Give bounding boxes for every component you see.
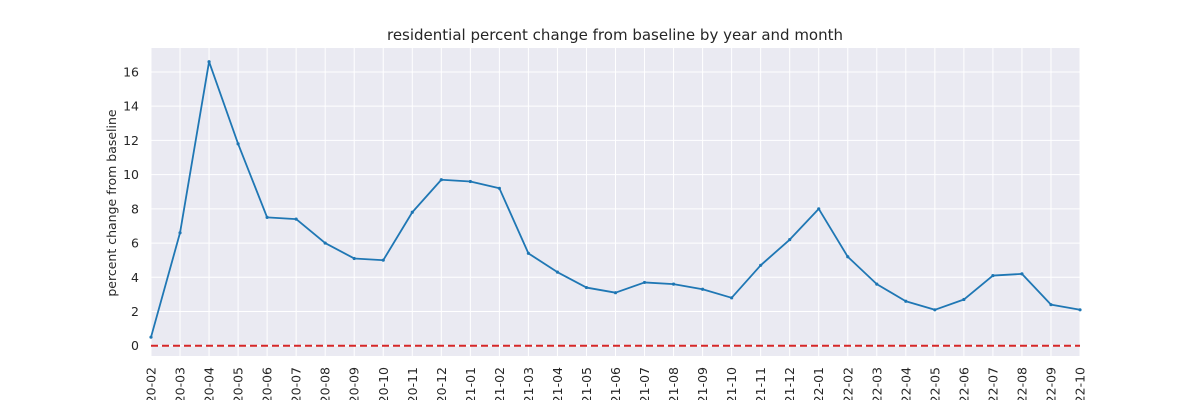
data-point — [323, 241, 327, 245]
x-tick-label: 21-04 — [550, 367, 565, 400]
x-tick-label: 20-12 — [434, 367, 449, 400]
y-tick-label: 8 — [131, 201, 139, 216]
data-point — [846, 255, 850, 259]
data-point — [584, 285, 589, 290]
x-tick-label: 21-09 — [695, 367, 710, 400]
x-axis-ticks: 20-02 20-03 20-04 20-05 20-06 20-07 20-08 20-09… — [144, 367, 1088, 403]
data-point — [468, 179, 472, 184]
data-point — [730, 296, 734, 300]
data-point — [1078, 308, 1082, 312]
data-point — [642, 280, 647, 285]
data-point — [526, 251, 531, 255]
x-tick-label: 21-12 — [782, 367, 797, 400]
x-tick-label: 21-11 — [753, 367, 768, 400]
data-point — [410, 210, 414, 214]
data-point — [875, 282, 879, 286]
x-tick-label: 21-10 — [724, 367, 739, 400]
x-tick-label: 20-09 — [347, 367, 362, 400]
y-tick-label: 2 — [131, 304, 139, 319]
data-point — [439, 178, 443, 182]
y-tick-label: 14 — [123, 99, 139, 114]
x-tick-label: 22-09 — [1043, 367, 1058, 400]
x-tick-label: 22-04 — [898, 367, 913, 400]
x-tick-label: 22-01 — [811, 367, 826, 400]
y-tick-label: 0 — [131, 338, 139, 353]
data-point — [236, 142, 240, 146]
data-point — [700, 287, 705, 291]
series-layer — [149, 60, 1082, 339]
data-point — [265, 215, 269, 219]
data-point — [759, 263, 763, 267]
x-tick-label: 20-04 — [202, 367, 217, 400]
x-tick-label: 20-03 — [173, 367, 188, 400]
data-point — [613, 291, 618, 295]
data-point — [962, 297, 966, 302]
y-tick-label: 6 — [131, 236, 139, 251]
y-tick-label: 4 — [131, 270, 139, 285]
data-point — [1049, 303, 1053, 307]
x-tick-label: 21-08 — [666, 367, 681, 400]
x-tick-label: 21-07 — [637, 367, 652, 400]
y-tick-label: 10 — [123, 167, 139, 182]
data-point — [671, 282, 676, 286]
x-tick-label: 20-02 — [144, 367, 159, 400]
x-tick-label: 20-05 — [231, 367, 246, 400]
y-tick-label: 12 — [123, 133, 139, 148]
data-point — [1020, 272, 1024, 276]
x-tick-label: 20-08 — [318, 367, 333, 400]
x-tick-label: 21-06 — [608, 367, 623, 400]
grid-lines — [150, 48, 1081, 356]
data-point — [294, 217, 298, 221]
data-point — [788, 238, 792, 242]
x-tick-label: 21-05 — [579, 367, 594, 400]
x-tick-label: 21-02 — [492, 367, 507, 400]
x-tick-label: 22-06 — [956, 367, 971, 400]
data-point — [149, 335, 153, 339]
data-point — [497, 186, 501, 190]
x-tick-label: 22-03 — [869, 367, 884, 400]
y-axis-ticks: 0 2 4 6 8 10 12 14 16 — [123, 64, 139, 353]
x-tick-label: 20-07 — [289, 367, 304, 400]
x-tick-label: 20-06 — [260, 367, 275, 400]
x-tick-label: 22-07 — [985, 367, 1000, 400]
y-tick-label: 16 — [123, 64, 139, 79]
y-axis-label: percent change from baseline — [104, 109, 119, 297]
data-point — [991, 273, 995, 278]
data-point — [178, 231, 182, 235]
data-point — [352, 256, 356, 261]
data-point — [817, 207, 821, 211]
data-point — [381, 258, 385, 262]
x-tick-label: 22-10 — [1073, 367, 1088, 400]
x-tick-label: 21-03 — [521, 367, 536, 400]
data-point — [904, 299, 908, 303]
data-point — [933, 308, 937, 312]
x-tick-label: 22-02 — [840, 367, 855, 400]
x-tick-label: 22-05 — [927, 367, 942, 400]
x-tick-label: 20-10 — [376, 367, 391, 400]
data-point — [555, 270, 560, 274]
chart-title: residential percent change from baseline… — [387, 26, 843, 44]
x-tick-label: 21-01 — [463, 367, 478, 400]
data-point — [207, 60, 211, 64]
x-tick-label: 20-11 — [405, 367, 420, 400]
x-tick-label: 22-08 — [1014, 367, 1029, 400]
